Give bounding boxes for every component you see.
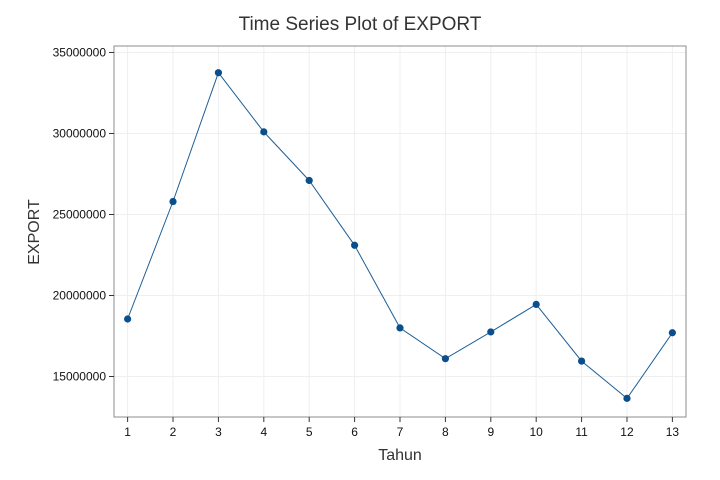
x-tick-label: 10 [530, 425, 544, 439]
y-tick-label: 25000000 [53, 207, 107, 221]
data-point [169, 197, 177, 206]
y-tick-label: 20000000 [53, 288, 107, 302]
data-point [441, 355, 449, 363]
x-tick-label: 6 [351, 425, 358, 439]
x-tick-label: 8 [442, 425, 449, 439]
tick-layer: 1 2 3 4 5 6 7 8 9 10 11 12 1315000000200000002500000… [53, 45, 680, 439]
y-tick-label: 15000000 [53, 369, 107, 383]
data-point [487, 328, 495, 336]
data-point [214, 69, 223, 77]
x-tick-label: 3 [215, 425, 222, 439]
data-point [577, 357, 586, 365]
series-layer [124, 69, 676, 402]
data-point [532, 300, 540, 309]
data-point [668, 329, 676, 337]
x-tick-label: 12 [620, 425, 634, 439]
y-axis-title: EXPORT [26, 199, 43, 265]
x-tick-label: 1 [124, 425, 131, 439]
data-point [124, 315, 132, 323]
x-tick-label: 7 [397, 425, 404, 439]
x-tick-label: 13 [666, 425, 680, 439]
data-point [396, 324, 404, 332]
data-point [623, 394, 631, 402]
data-point [351, 241, 359, 249]
grid-layer [114, 46, 686, 417]
x-tick-label: 4 [260, 425, 267, 439]
x-tick-label: 2 [170, 425, 177, 439]
y-tick-label: 30000000 [53, 126, 107, 140]
x-axis-title: Tahun [378, 447, 422, 464]
data-point [260, 128, 268, 136]
x-tick-label: 9 [487, 425, 494, 439]
data-point [305, 176, 313, 185]
x-tick-label: 5 [306, 425, 313, 439]
chart-title: Time Series Plot of EXPORT [239, 14, 482, 35]
x-tick-label: 11 [575, 425, 588, 439]
y-tick-label: 35000000 [53, 45, 107, 59]
